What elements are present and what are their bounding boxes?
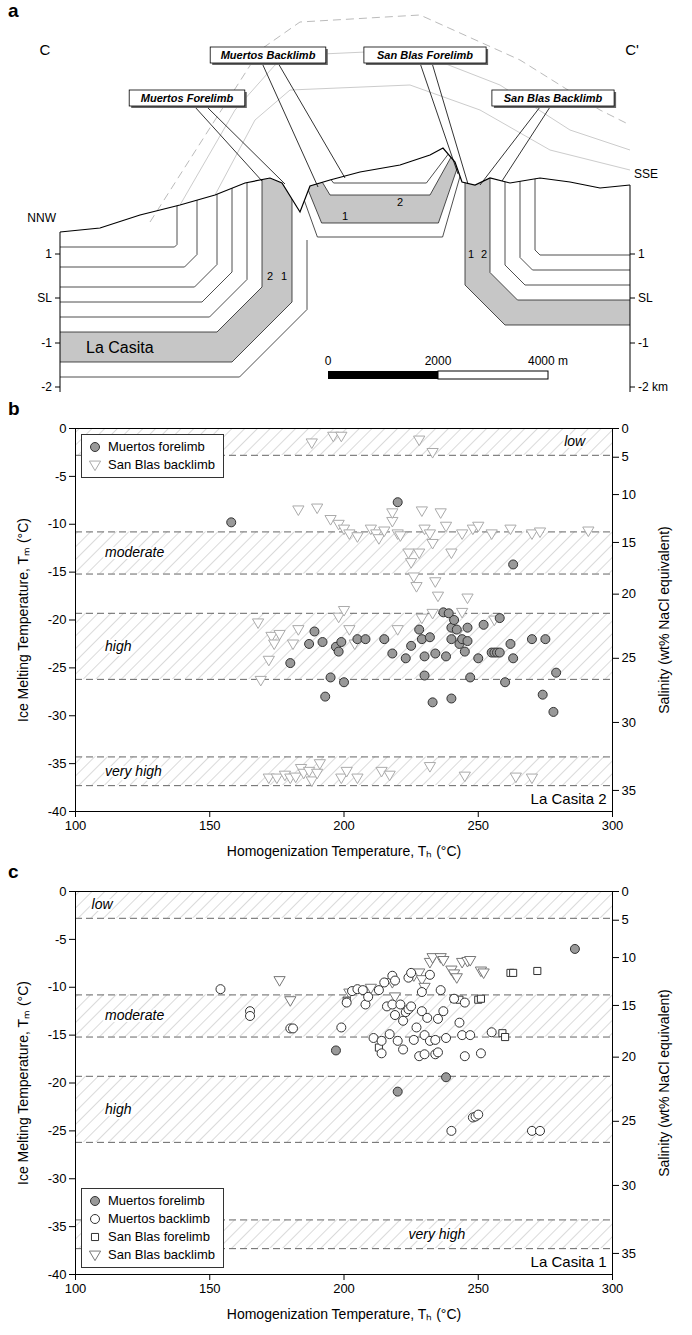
svg-text:-5: -5 [55, 932, 67, 947]
svg-text:low: low [92, 896, 114, 912]
svg-text:1: 1 [281, 270, 287, 282]
svg-text:150: 150 [199, 818, 221, 833]
svg-text:100: 100 [65, 818, 87, 833]
html-text:San Blas backlimb: San Blas backlimb [108, 457, 215, 472]
svg-text:20: 20 [622, 586, 636, 601]
html-text:Muertos forelimb: Muertos forelimb [108, 1193, 205, 1208]
svg-text:-25: -25 [48, 1123, 67, 1138]
svg-text:25: 25 [622, 650, 636, 665]
html-text:San Blas forelimb: San Blas forelimb [108, 1229, 210, 1244]
svg-text:-10: -10 [48, 979, 67, 994]
svg-text:-10: -10 [48, 516, 67, 531]
svg-text:0: 0 [59, 884, 66, 899]
svg-text:0: 0 [59, 421, 66, 436]
svg-text:100: 100 [65, 1281, 87, 1296]
html-text:b: b [8, 398, 20, 419]
svg-text:SL: SL [37, 291, 52, 305]
svg-text:low: low [564, 433, 586, 449]
svg-text:15: 15 [622, 535, 636, 550]
svg-text:30: 30 [622, 715, 636, 730]
svg-text:-20: -20 [48, 612, 67, 627]
svg-text:200: 200 [333, 818, 355, 833]
svg-text:10: 10 [622, 487, 636, 502]
svg-text:-30: -30 [48, 708, 67, 723]
svg-text:0: 0 [622, 421, 629, 436]
svg-text:25: 25 [622, 1113, 636, 1128]
svg-text:1: 1 [638, 247, 645, 261]
html-text:Muertos forelimb: Muertos forelimb [108, 439, 205, 454]
svg-text:35: 35 [622, 783, 636, 798]
svg-text:1: 1 [468, 248, 474, 260]
svg-text:Ice Melting Temperature, Tₘ (°: Ice Melting Temperature, Tₘ (°C) [15, 981, 31, 1185]
svg-text:300: 300 [602, 1281, 624, 1296]
svg-text:-2: -2 [41, 380, 52, 394]
svg-text:1: 1 [45, 247, 52, 261]
svg-text:-30: -30 [48, 1171, 67, 1186]
svg-text:-15: -15 [48, 1027, 67, 1042]
svg-text:-25: -25 [48, 660, 67, 675]
svg-text:Muertos Backlimb: Muertos Backlimb [221, 49, 316, 61]
svg-text:Salinity (wt% NaCl equivalent): Salinity (wt% NaCl equivalent) [656, 989, 672, 1177]
svg-text:-40: -40 [48, 804, 67, 819]
svg-text:C: C [40, 41, 51, 58]
svg-text:Muertos Forelimb: Muertos Forelimb [141, 92, 234, 104]
svg-text:2: 2 [267, 270, 273, 282]
svg-text:-1: -1 [41, 336, 52, 350]
svg-text:moderate: moderate [105, 544, 164, 560]
svg-text:20: 20 [622, 1049, 636, 1064]
svg-text:250: 250 [467, 1281, 489, 1296]
svg-text:1: 1 [342, 210, 348, 222]
svg-text:a: a [8, 0, 19, 21]
svg-text:300: 300 [602, 818, 624, 833]
svg-text:Ice Melting Temperature, Tₘ (°: Ice Melting Temperature, Tₘ (°C) [15, 518, 31, 722]
svg-text:-35: -35 [48, 756, 67, 771]
svg-text:NNW: NNW [27, 211, 56, 225]
svg-text:200: 200 [333, 1281, 355, 1296]
svg-text:-1: -1 [638, 336, 649, 350]
svg-text:2: 2 [481, 248, 487, 260]
svg-text:30: 30 [622, 1178, 636, 1193]
svg-text:Homogenization Temperature, Tₕ: Homogenization Temperature, Tₕ (°C) [227, 1306, 461, 1322]
svg-text:150: 150 [199, 1281, 221, 1296]
svg-text:Salinity (wt% NaCl equivalent): Salinity (wt% NaCl equivalent) [656, 526, 672, 714]
svg-text:4000 m: 4000 m [528, 354, 568, 368]
svg-text:SSE: SSE [634, 167, 658, 181]
svg-text:35: 35 [622, 1246, 636, 1261]
svg-text:SL: SL [638, 291, 653, 305]
html-text:San Blas backlimb: San Blas backlimb [108, 1247, 215, 1262]
svg-text:250: 250 [467, 818, 489, 833]
svg-text:-20: -20 [48, 1075, 67, 1090]
svg-text:San Blas Forelimb: San Blas Forelimb [377, 49, 473, 61]
svg-text:very high: very high [408, 1226, 465, 1242]
svg-text:10: 10 [622, 950, 636, 965]
svg-text:2: 2 [397, 196, 403, 208]
html-text:Muertos backlimb: Muertos backlimb [108, 1211, 210, 1226]
svg-text:5: 5 [622, 449, 629, 464]
svg-text:high: high [105, 1101, 132, 1117]
svg-text:San Blas Backlimb: San Blas Backlimb [504, 92, 603, 104]
svg-text:0: 0 [622, 884, 629, 899]
svg-text:La Casita 1: La Casita 1 [531, 1253, 607, 1270]
svg-text:-5: -5 [55, 469, 67, 484]
svg-text:moderate: moderate [105, 1007, 164, 1023]
svg-text:-35: -35 [48, 1219, 67, 1234]
svg-text:15: 15 [622, 998, 636, 1013]
svg-text:-15: -15 [48, 564, 67, 579]
svg-text:La Casita: La Casita [86, 339, 154, 356]
svg-text:C': C' [625, 41, 639, 58]
html-text:c: c [8, 861, 19, 882]
svg-text:-2 km: -2 km [638, 380, 668, 394]
svg-text:La Casita 2: La Casita 2 [531, 790, 607, 807]
svg-text:-40: -40 [48, 1267, 67, 1282]
svg-text:5: 5 [622, 912, 629, 927]
svg-text:0: 0 [325, 354, 332, 368]
svg-text:Homogenization Temperature, Tₕ: Homogenization Temperature, Tₕ (°C) [227, 843, 461, 859]
svg-text:very high: very high [105, 763, 162, 779]
svg-text:high: high [105, 638, 132, 654]
svg-text:2000: 2000 [425, 354, 452, 368]
